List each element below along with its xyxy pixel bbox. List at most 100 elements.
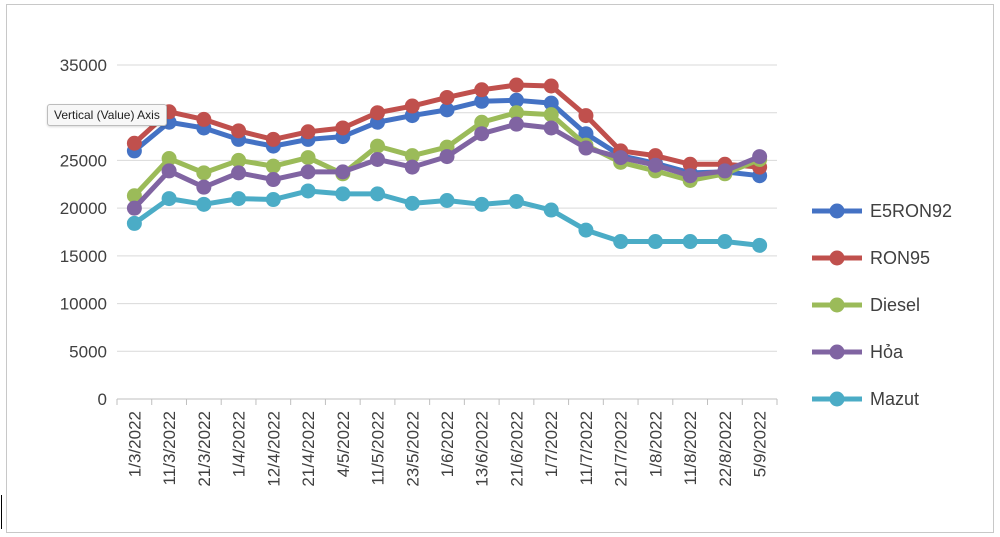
x-tick-label: 1/4/2022 bbox=[230, 411, 249, 477]
data-point[interactable] bbox=[682, 234, 698, 250]
legend-item-ron95[interactable]: RON95 bbox=[812, 248, 930, 268]
data-point[interactable] bbox=[126, 215, 142, 231]
x-tick-label: 13/6/2022 bbox=[473, 411, 492, 487]
data-point[interactable] bbox=[370, 105, 386, 121]
data-point[interactable] bbox=[300, 150, 316, 166]
x-tick-label: 4/5/2022 bbox=[334, 411, 353, 477]
series-mazut[interactable] bbox=[126, 183, 768, 253]
data-point[interactable] bbox=[196, 196, 212, 212]
chart-frame: 05000100001500020000250003000035000 1/3/… bbox=[6, 4, 994, 533]
data-point[interactable] bbox=[508, 92, 524, 108]
x-tick-label: 21/6/2022 bbox=[507, 411, 526, 487]
data-point[interactable] bbox=[474, 126, 490, 142]
data-point[interactable] bbox=[647, 234, 663, 250]
data-point[interactable] bbox=[265, 158, 281, 174]
data-point[interactable] bbox=[265, 131, 281, 147]
line-chart[interactable]: 05000100001500020000250003000035000 1/3/… bbox=[7, 5, 993, 532]
data-point[interactable] bbox=[126, 188, 142, 204]
data-point[interactable] bbox=[439, 89, 455, 105]
x-tick-label: 21/4/2022 bbox=[299, 411, 318, 487]
data-point[interactable] bbox=[196, 179, 212, 195]
x-axis bbox=[116, 398, 778, 405]
legend-marker bbox=[829, 344, 845, 360]
series-lines bbox=[126, 77, 768, 253]
data-point[interactable] bbox=[543, 120, 559, 136]
data-point[interactable] bbox=[370, 186, 386, 202]
legend-item-hỏa[interactable]: Hỏa bbox=[812, 342, 904, 362]
data-point[interactable] bbox=[161, 191, 177, 207]
legend-marker bbox=[829, 391, 845, 407]
data-point[interactable] bbox=[439, 102, 455, 118]
legend-label: Diesel bbox=[870, 295, 920, 315]
data-point[interactable] bbox=[682, 168, 698, 184]
x-tick-label: 22/8/2022 bbox=[716, 411, 735, 487]
data-point[interactable] bbox=[439, 193, 455, 209]
data-point[interactable] bbox=[404, 98, 420, 114]
data-point[interactable] bbox=[613, 234, 629, 250]
data-point[interactable] bbox=[404, 159, 420, 175]
x-tick-label: 21/3/2022 bbox=[195, 411, 214, 487]
data-point[interactable] bbox=[300, 164, 316, 180]
legend-marker bbox=[829, 203, 845, 219]
data-point[interactable] bbox=[508, 77, 524, 93]
x-tick-label: 11/3/2022 bbox=[160, 411, 179, 485]
data-point[interactable] bbox=[335, 120, 351, 136]
data-point[interactable] bbox=[508, 105, 524, 121]
data-point[interactable] bbox=[474, 82, 490, 98]
data-point[interactable] bbox=[578, 140, 594, 156]
data-point[interactable] bbox=[682, 156, 698, 172]
data-point[interactable] bbox=[370, 138, 386, 154]
data-point[interactable] bbox=[578, 126, 594, 142]
data-point[interactable] bbox=[474, 196, 490, 212]
data-point[interactable] bbox=[196, 111, 212, 127]
x-tick-label: 23/5/2022 bbox=[403, 411, 422, 487]
legend-label: Mazut bbox=[870, 389, 919, 409]
data-point[interactable] bbox=[613, 150, 629, 166]
data-point[interactable] bbox=[439, 149, 455, 165]
data-point[interactable] bbox=[231, 152, 247, 168]
data-point[interactable] bbox=[370, 151, 386, 167]
data-point[interactable] bbox=[543, 78, 559, 94]
x-tick-label: 11/8/2022 bbox=[681, 411, 700, 485]
data-point[interactable] bbox=[126, 200, 142, 216]
data-point[interactable] bbox=[752, 237, 768, 253]
data-point[interactable] bbox=[543, 95, 559, 111]
data-point[interactable] bbox=[265, 192, 281, 208]
data-point[interactable] bbox=[404, 195, 420, 211]
data-point[interactable] bbox=[231, 123, 247, 139]
legend-item-diesel[interactable]: Diesel bbox=[812, 295, 920, 315]
axis-tooltip: Vertical (Value) Axis bbox=[47, 104, 167, 126]
data-point[interactable] bbox=[196, 165, 212, 181]
data-point[interactable] bbox=[508, 193, 524, 209]
data-point[interactable] bbox=[404, 148, 420, 164]
data-point[interactable] bbox=[647, 157, 663, 173]
legend-marker bbox=[829, 250, 845, 266]
series-hỏa[interactable] bbox=[126, 116, 768, 216]
data-point[interactable] bbox=[752, 149, 768, 165]
y-tick-label: 5000 bbox=[69, 342, 107, 361]
data-point[interactable] bbox=[161, 151, 177, 167]
data-point[interactable] bbox=[717, 234, 733, 250]
data-point[interactable] bbox=[335, 186, 351, 202]
x-tick-label: 21/7/2022 bbox=[612, 411, 631, 487]
data-point[interactable] bbox=[578, 222, 594, 238]
data-point[interactable] bbox=[543, 202, 559, 218]
data-point[interactable] bbox=[231, 165, 247, 181]
data-point[interactable] bbox=[335, 164, 351, 180]
data-point[interactable] bbox=[508, 116, 524, 132]
data-point[interactable] bbox=[717, 163, 733, 179]
legend-item-e5ron92[interactable]: E5RON92 bbox=[812, 201, 952, 221]
data-point[interactable] bbox=[265, 172, 281, 188]
data-point[interactable] bbox=[161, 163, 177, 179]
data-point[interactable] bbox=[300, 124, 316, 140]
data-point[interactable] bbox=[300, 183, 316, 199]
data-point[interactable] bbox=[474, 114, 490, 130]
y-tick-label: 15000 bbox=[60, 247, 107, 266]
data-point[interactable] bbox=[578, 108, 594, 124]
legend-label: RON95 bbox=[870, 248, 930, 268]
legend-item-mazut[interactable]: Mazut bbox=[812, 389, 919, 409]
data-point[interactable] bbox=[126, 135, 142, 151]
data-point[interactable] bbox=[543, 107, 559, 123]
data-point[interactable] bbox=[231, 191, 247, 207]
data-point[interactable] bbox=[474, 93, 490, 109]
